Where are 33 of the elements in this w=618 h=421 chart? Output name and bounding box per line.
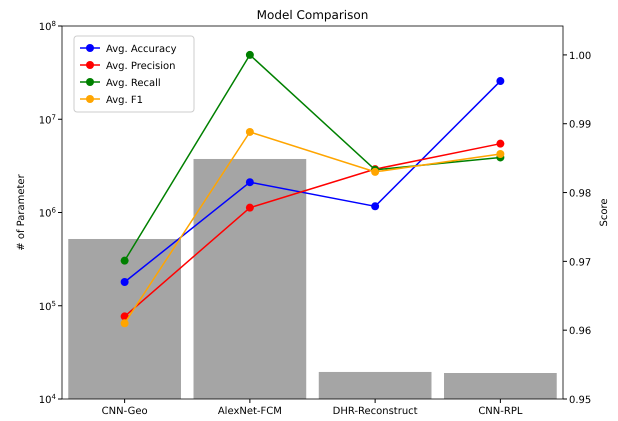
y2-axis-title: Score: [599, 198, 610, 227]
point: [496, 140, 504, 148]
point: [120, 256, 129, 265]
point: [120, 319, 129, 328]
legend-label: Avg. Recall: [106, 78, 161, 89]
point: [246, 178, 254, 186]
y-tick-label: 10$^{8}$: [38, 20, 56, 33]
x-tick-label: CNN-Geo: [102, 406, 148, 417]
y2-tick-label: 0.95: [569, 395, 592, 406]
y-tick-label: 10$^{5}$: [38, 300, 56, 313]
legend-label: Avg. F1: [106, 95, 143, 106]
y2-tick-label: 0.99: [569, 120, 592, 131]
legend-label: Avg. Accuracy: [106, 44, 177, 55]
y2-tick-label: 0.97: [569, 257, 592, 268]
y-tick-label: 10$^{6}$: [38, 206, 57, 220]
point: [120, 278, 129, 286]
y2-tick-label: 0.98: [569, 188, 592, 200]
point: [246, 128, 254, 136]
y-tick-label: 10$^{7}$: [38, 113, 56, 126]
x-tick-label: CNN-RPL: [478, 406, 523, 417]
y-axis-title: # of Parameter: [16, 173, 27, 251]
point: [246, 50, 254, 59]
x-tick-label: AlexNet-FCM: [218, 406, 282, 417]
legend-label: Avg. Precision: [106, 61, 176, 72]
point: [246, 204, 254, 212]
point: [371, 202, 380, 210]
point: [496, 77, 504, 86]
point: [496, 150, 504, 158]
x-tick-label: DHR-Reconstruct: [332, 406, 418, 417]
chart-title: Model Comparison: [256, 8, 368, 22]
y2-tick-label: 0.96: [569, 326, 592, 338]
y-tick-label: 10$^{4}$: [38, 393, 57, 406]
y2-tick-label: 1.00: [569, 50, 592, 62]
